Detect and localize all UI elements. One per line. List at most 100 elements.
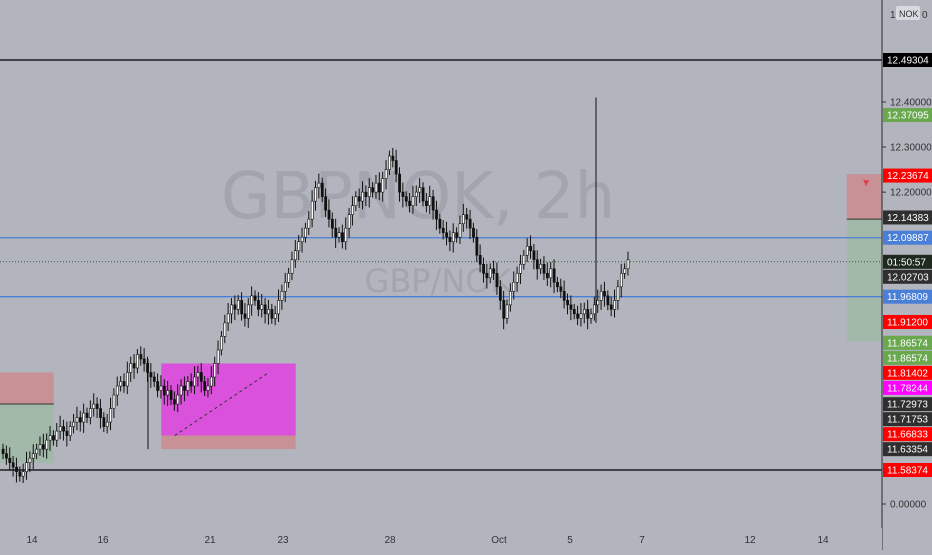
candle: [525, 238, 529, 263]
candle: [220, 331, 223, 356]
candle: [223, 314, 227, 344]
svg-text:12.49304: 12.49304: [887, 56, 929, 67]
svg-text:12.02703: 12.02703: [887, 272, 929, 283]
candle: [287, 267, 291, 288]
candle: [512, 271, 516, 300]
candle: [176, 384, 180, 413]
candle: [250, 286, 254, 316]
candle: [435, 200, 438, 231]
candle: [529, 235, 533, 259]
candle: [283, 272, 287, 303]
red-box-left-drawing[interactable]: [0, 372, 54, 405]
candle: [572, 303, 576, 320]
top-price-label-suffix: 0: [922, 10, 928, 21]
candle: [546, 262, 549, 286]
candle: [213, 356, 217, 387]
candle: [549, 262, 553, 288]
candle: [455, 227, 459, 243]
candle: [498, 280, 502, 310]
candle: [519, 254, 522, 285]
candle: [448, 230, 452, 252]
candle: [294, 239, 297, 268]
candle: [371, 182, 375, 198]
candle: [626, 251, 630, 276]
candle: [421, 182, 425, 207]
time-tick-label: 12: [744, 535, 756, 546]
trend-line-2: [174, 372, 270, 437]
candle: [378, 172, 381, 201]
svg-text:01:50:57: 01:50:57: [887, 257, 926, 268]
candle: [179, 379, 183, 405]
candle: [552, 259, 556, 294]
candle: [122, 373, 126, 393]
svg-text:11.91200: 11.91200: [887, 317, 928, 328]
candle: [304, 222, 307, 243]
red-box-small-drawing[interactable]: [161, 435, 296, 450]
currency-badge[interactable]: [896, 6, 920, 20]
svg-text:12.14383: 12.14383: [887, 213, 929, 224]
candle: [347, 207, 351, 238]
watermark-symbol: GBPNOK, 2h: [221, 160, 615, 234]
candle: [199, 363, 203, 393]
price-badge: 11.66833: [883, 427, 932, 442]
candle: [522, 249, 526, 270]
candle: [15, 457, 18, 483]
candle: [186, 376, 190, 396]
candle: [173, 391, 176, 411]
time-tick-label: Oct: [491, 535, 507, 546]
candle: [1, 443, 5, 460]
candle: [273, 305, 277, 326]
candles-layer: [1, 147, 630, 483]
price-badges: 12.49304 12.37095 12.23674 12.14383 12.09887…: [883, 53, 932, 477]
candle: [240, 292, 244, 321]
svg-text:11.71753: 11.71753: [887, 415, 928, 426]
candle: [38, 436, 42, 456]
candle: [119, 376, 123, 392]
candle: [85, 407, 89, 423]
candle: [482, 257, 485, 283]
candle: [542, 256, 546, 281]
candle: [357, 188, 361, 208]
magenta-box-drawing[interactable]: [161, 363, 296, 436]
candle: [367, 178, 371, 208]
candle: [539, 258, 543, 275]
candle: [270, 303, 274, 324]
candle: [317, 173, 321, 199]
price-badge: 11.96809: [883, 289, 932, 304]
candle: [45, 433, 49, 459]
candle: [152, 371, 156, 387]
candle: [509, 283, 512, 312]
candle: [8, 447, 12, 471]
price-axis[interactable]: 1 NOK 0 12.4000012.3000012.200000.00000 …: [881, 0, 932, 550]
candle: [48, 426, 52, 451]
candle: [193, 366, 197, 395]
candle: [290, 251, 294, 281]
candle: [408, 193, 412, 213]
price-ticks: 12.40000 12.30000 12.20000 0.00000: [882, 97, 932, 511]
candle: [438, 213, 442, 234]
candle: [485, 263, 489, 289]
price-badge: 12.37095: [883, 108, 932, 123]
candle: [391, 147, 395, 168]
price-badge: 11.72973: [883, 397, 932, 412]
candle: [562, 280, 566, 309]
time-axis[interactable]: 14 16 21 23 28 Oct 5 7 12 14: [0, 528, 882, 550]
candle: [5, 445, 8, 465]
candle: [109, 397, 113, 431]
candle: [502, 290, 506, 330]
candle: [203, 376, 207, 396]
candle: [619, 263, 623, 298]
candle: [361, 181, 365, 210]
top-price-label: 1: [890, 10, 896, 21]
candle: [243, 303, 247, 327]
candle: [142, 348, 146, 372]
candle: [115, 376, 119, 406]
candle: [28, 451, 32, 473]
candle: [68, 421, 72, 442]
time-tick-label: 21: [204, 535, 216, 546]
horizontal-lines-layer[interactable]: [0, 59, 882, 471]
svg-text:11.86574: 11.86574: [887, 338, 928, 349]
candle: [492, 260, 496, 281]
